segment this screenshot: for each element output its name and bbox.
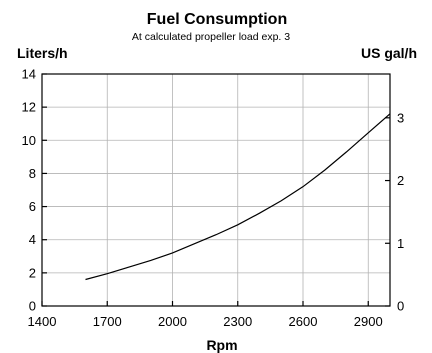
- plot-frame: [41, 73, 391, 307]
- x-axis-title: Rpm: [206, 337, 237, 353]
- x-tick-label: 1700: [93, 314, 122, 329]
- y-axis-title-left: Liters/h: [17, 45, 68, 61]
- x-tick-label: 2300: [223, 314, 252, 329]
- y-tick-label: 2: [29, 265, 36, 280]
- chart-subtitle: At calculated propeller load exp. 3: [132, 31, 290, 43]
- y-tick-label: 8: [29, 166, 36, 181]
- y2-tick-label: 3: [397, 110, 404, 125]
- y-tick-label: 14: [22, 67, 36, 82]
- y-tick-label: 4: [29, 232, 36, 247]
- x-tick-label: 2900: [354, 314, 383, 329]
- x-tick-label: 1400: [28, 314, 57, 329]
- y2-tick-label: 2: [397, 173, 404, 188]
- y-tick-label: 10: [22, 133, 36, 148]
- chart-title: Fuel Consumption: [147, 11, 287, 28]
- y-tick-label: 0: [29, 299, 36, 314]
- x-tick-label: 2600: [289, 314, 318, 329]
- series-layer: [85, 113, 391, 281]
- grid-lines: [42, 74, 390, 306]
- x-tick-label: 2000: [158, 314, 187, 329]
- y-axis-title-right: US gal/h: [361, 45, 417, 61]
- fuel-consumption-line: [85, 113, 391, 281]
- y-tick-label: 12: [22, 100, 36, 115]
- y2-tick-label: 0: [397, 299, 404, 314]
- y2-tick-label: 1: [397, 236, 404, 251]
- y-tick-label: 6: [29, 199, 36, 214]
